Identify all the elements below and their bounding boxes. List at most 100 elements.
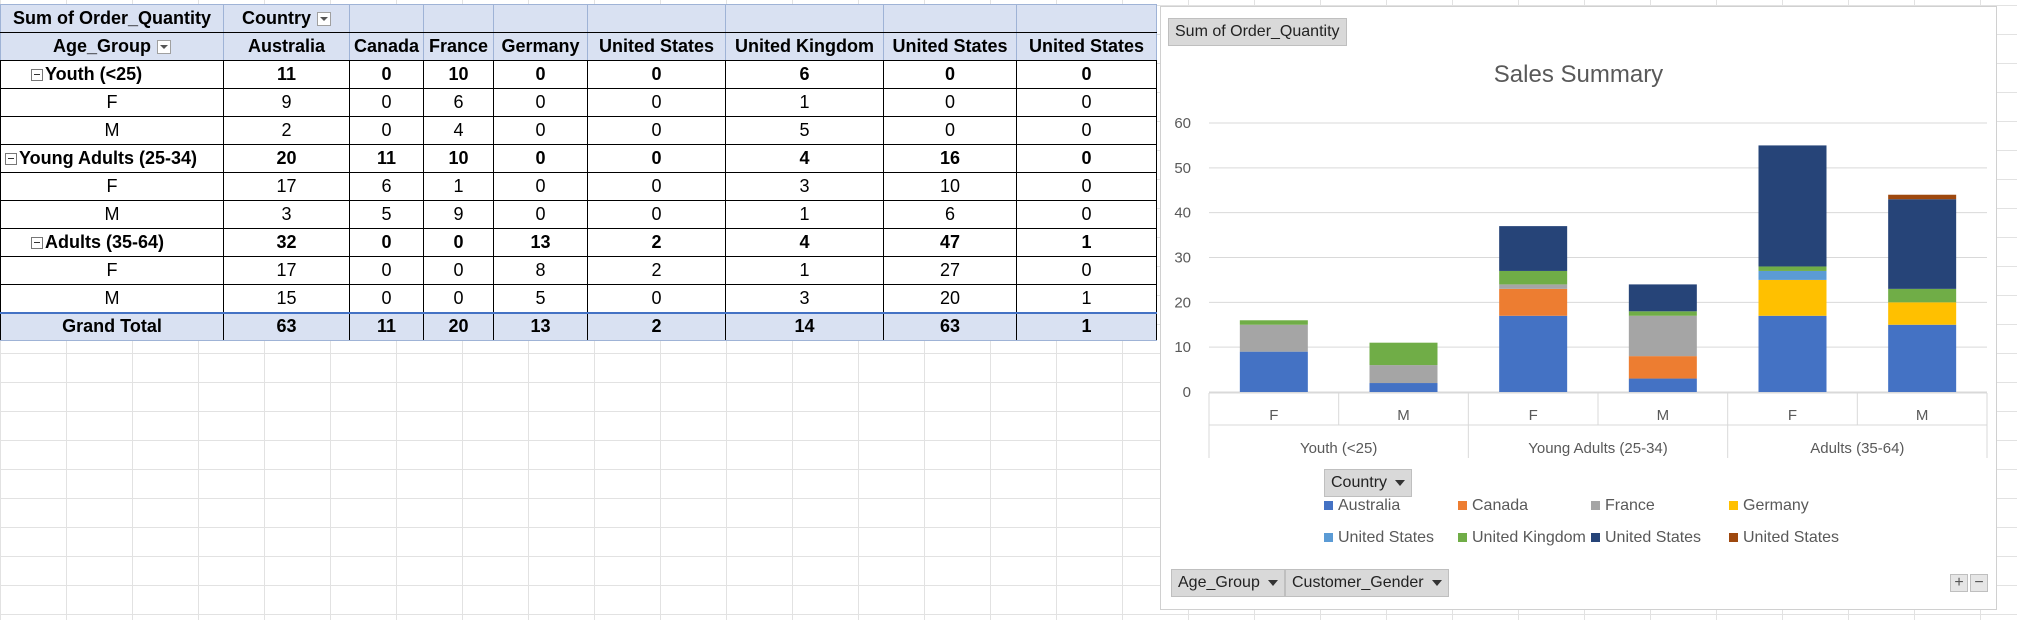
pivot-row-label[interactable]: M [0, 284, 224, 313]
grand-total-cell[interactable]: 13 [493, 311, 589, 341]
pivot-row-label[interactable]: F [0, 88, 224, 117]
grand-total-cell[interactable]: 11 [348, 311, 425, 341]
pivot-value-cell[interactable]: 20 [883, 284, 1018, 313]
pivot-value-cell[interactable]: 0 [348, 116, 425, 145]
pivot-value-cell[interactable]: 17 [223, 172, 350, 201]
pivot-value-cell[interactable]: 0 [348, 256, 425, 285]
country-column-header[interactable]: Canada [348, 32, 425, 61]
pivot-value-cell[interactable]: 0 [1016, 88, 1158, 117]
pivot-value-cell[interactable]: 1 [725, 200, 885, 229]
pivot-value-cell[interactable]: 0 [493, 60, 589, 89]
pivot-value-cell[interactable]: 17 [223, 256, 350, 285]
axis-field-button-customer-gender[interactable]: Customer_Gender [1285, 569, 1449, 597]
legend-item[interactable]: United Kingdom [1458, 529, 1586, 547]
pivot-value-cell[interactable]: 0 [1016, 256, 1158, 285]
pivot-value-cell[interactable]: 0 [423, 228, 495, 257]
collapse-icon[interactable] [31, 237, 43, 250]
filter-dropdown-icon[interactable] [317, 12, 331, 27]
pivot-value-cell[interactable]: 4 [725, 144, 885, 173]
pivot-row-label[interactable]: M [0, 116, 224, 145]
pivot-value-cell[interactable]: 0 [587, 116, 727, 145]
collapse-icon[interactable] [31, 69, 43, 82]
country-column-header[interactable]: United States [587, 32, 727, 61]
pivot-value-cell[interactable]: 0 [1016, 200, 1158, 229]
pivot-value-cell[interactable]: 0 [587, 88, 727, 117]
pivot-row-label[interactable]: Young Adults (25-34) [0, 144, 224, 173]
pivot-value-cell[interactable]: 4 [725, 228, 885, 257]
pivot-value-cell[interactable]: 0 [493, 172, 589, 201]
grand-total-cell[interactable]: 1 [1016, 311, 1158, 341]
legend-item[interactable]: United States [1324, 529, 1434, 547]
legend-item[interactable]: Australia [1324, 497, 1400, 515]
pivot-value-cell[interactable]: 6 [423, 88, 495, 117]
pivot-value-cell[interactable]: 3 [725, 284, 885, 313]
country-column-header[interactable]: Australia [223, 32, 350, 61]
pivot-value-cell[interactable]: 1 [725, 256, 885, 285]
country-column-header[interactable]: Germany [493, 32, 589, 61]
pivot-value-cell[interactable]: 5 [348, 200, 425, 229]
pivot-value-cell[interactable]: 10 [883, 172, 1018, 201]
grand-total-cell[interactable]: 20 [423, 311, 495, 341]
pivot-value-cell[interactable]: 0 [493, 116, 589, 145]
pivot-value-cell[interactable]: 0 [883, 88, 1018, 117]
pivot-value-cell[interactable]: 0 [587, 284, 727, 313]
grand-total-cell[interactable]: 63 [223, 311, 350, 341]
pivot-value-cell[interactable]: 9 [423, 200, 495, 229]
pivot-row-label[interactable]: F [0, 172, 224, 201]
country-column-header[interactable]: France [423, 32, 495, 61]
grand-total-cell[interactable]: 63 [883, 311, 1018, 341]
pivot-value-cell[interactable]: 27 [883, 256, 1018, 285]
pivot-value-cell[interactable]: 0 [587, 144, 727, 173]
pivot-value-cell[interactable]: 2 [587, 256, 727, 285]
pivot-value-cell[interactable]: 0 [1016, 172, 1158, 201]
pivot-value-cell[interactable]: 3 [223, 200, 350, 229]
pivot-value-cell[interactable]: 1 [725, 88, 885, 117]
pivot-value-cell[interactable]: 0 [1016, 60, 1158, 89]
legend-item[interactable]: United States [1729, 529, 1839, 547]
pivot-value-cell[interactable]: 0 [493, 88, 589, 117]
pivot-row-label[interactable]: Adults (35-64) [0, 228, 224, 257]
pivot-value-cell[interactable]: 11 [223, 60, 350, 89]
pivot-value-cell[interactable]: 20 [223, 144, 350, 173]
pivot-value-cell[interactable]: 1 [1016, 228, 1158, 257]
pivot-value-cell[interactable]: 47 [883, 228, 1018, 257]
pivot-value-cell[interactable]: 5 [725, 116, 885, 145]
pivot-value-cell[interactable]: 3 [725, 172, 885, 201]
legend-field-button[interactable]: Country [1324, 469, 1413, 497]
pivot-column-field-button[interactable]: Country [223, 4, 350, 33]
pivot-value-cell[interactable]: 4 [423, 116, 495, 145]
pivot-row-field-button[interactable]: Age_Group [0, 32, 224, 61]
pivot-value-cell[interactable]: 0 [423, 284, 495, 313]
collapse-icon[interactable] [5, 153, 17, 166]
pivot-value-cell[interactable]: 0 [587, 200, 727, 229]
legend-item[interactable]: France [1591, 497, 1655, 515]
pivot-value-cell[interactable]: 6 [725, 60, 885, 89]
grand-total-cell[interactable]: 2 [587, 311, 727, 341]
values-field-button[interactable]: Sum of Order_Quantity [1168, 18, 1347, 46]
pivot-value-cell[interactable]: 0 [348, 228, 425, 257]
pivot-value-cell[interactable]: 0 [348, 284, 425, 313]
pivot-corner-label[interactable]: Sum of Order_Quantity [0, 4, 224, 33]
pivot-value-cell[interactable]: 1 [423, 172, 495, 201]
pivot-value-cell[interactable]: 9 [223, 88, 350, 117]
pivot-value-cell[interactable]: 0 [348, 88, 425, 117]
country-column-header[interactable]: United Kingdom [725, 32, 885, 61]
grand-total-cell[interactable]: 14 [725, 311, 885, 341]
pivot-value-cell[interactable]: 0 [348, 60, 425, 89]
pivot-value-cell[interactable]: 13 [493, 228, 589, 257]
pivot-value-cell[interactable]: 6 [883, 200, 1018, 229]
pivot-value-cell[interactable]: 0 [1016, 116, 1158, 145]
pivot-value-cell[interactable]: 16 [883, 144, 1018, 173]
pivot-value-cell[interactable]: 6 [348, 172, 425, 201]
pivot-value-cell[interactable]: 8 [493, 256, 589, 285]
pivot-value-cell[interactable]: 2 [223, 116, 350, 145]
pivot-value-cell[interactable]: 0 [493, 144, 589, 173]
pivot-value-cell[interactable]: 11 [348, 144, 425, 173]
pivot-value-cell[interactable]: 0 [587, 60, 727, 89]
legend-item[interactable]: United States [1591, 529, 1701, 547]
country-column-header[interactable]: United States [883, 32, 1018, 61]
axis-field-button-age-group[interactable]: Age_Group [1171, 569, 1285, 597]
legend-item[interactable]: Germany [1729, 497, 1809, 515]
pivot-value-cell[interactable]: 0 [587, 172, 727, 201]
pivot-value-cell[interactable]: 0 [1016, 144, 1158, 173]
